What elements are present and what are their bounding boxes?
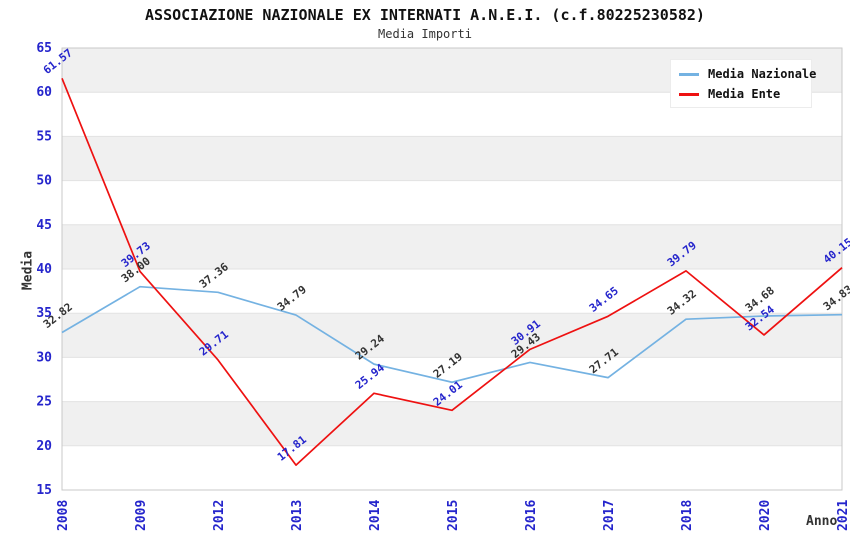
y-tick-label: 15 [36, 483, 52, 498]
y-tick-label: 40 [36, 262, 52, 277]
chart-subtitle: Media Importi [378, 27, 472, 41]
series-line-media-nazionale [61, 285, 843, 384]
x-tick-label: 2008 [56, 500, 71, 531]
x-tick-label: 2017 [602, 500, 617, 531]
y-tick-label: 55 [36, 129, 52, 144]
grid-band [62, 224, 842, 269]
grid-band [62, 401, 842, 446]
y-tick-label: 30 [36, 350, 52, 365]
grid-band [62, 180, 842, 225]
plot-frame [61, 47, 843, 491]
legend-item-media-ente: Media Ente [679, 87, 803, 101]
x-tick-label: 2014 [368, 500, 383, 531]
x-tick-label: 2015 [446, 500, 461, 531]
y-tick-label: 45 [36, 218, 52, 233]
x-tick-label: 2012 [212, 500, 227, 531]
x-axis-title: Anno [806, 514, 838, 529]
y-tick-label: 35 [36, 306, 52, 321]
chart-title: ASSOCIAZIONE NAZIONALE EX INTERNATI A.N.… [145, 6, 705, 24]
y-tick-label: 20 [36, 439, 52, 454]
grid-band [62, 445, 842, 490]
y-tick-label: 65 [36, 41, 52, 56]
x-tick-label: 2021 [836, 500, 850, 531]
legend-label: Media Ente [708, 87, 781, 101]
legend-item-media-nazionale: Media Nazionale [679, 67, 816, 81]
grid-band [62, 136, 842, 181]
y-tick-label: 25 [36, 395, 52, 410]
x-tick-label: 2016 [524, 500, 539, 531]
legend: Media Nazionale Media Ente [670, 59, 816, 108]
x-tick-label: 2020 [758, 500, 773, 531]
line-swatch-icon [679, 92, 699, 96]
grid-band [62, 357, 842, 402]
line-swatch-icon [679, 72, 699, 76]
grid-band [62, 269, 842, 314]
x-tick-label: 2009 [134, 500, 149, 531]
y-axis-title: Media [20, 250, 36, 291]
x-tick-label: 2013 [290, 500, 305, 531]
y-tick-label: 60 [36, 85, 52, 100]
y-tick-label: 50 [36, 174, 52, 189]
grid-band [62, 313, 842, 358]
series-line-media-ente [61, 78, 843, 467]
x-tick-label: 2018 [680, 500, 695, 531]
legend-label: Media Nazionale [708, 67, 817, 81]
